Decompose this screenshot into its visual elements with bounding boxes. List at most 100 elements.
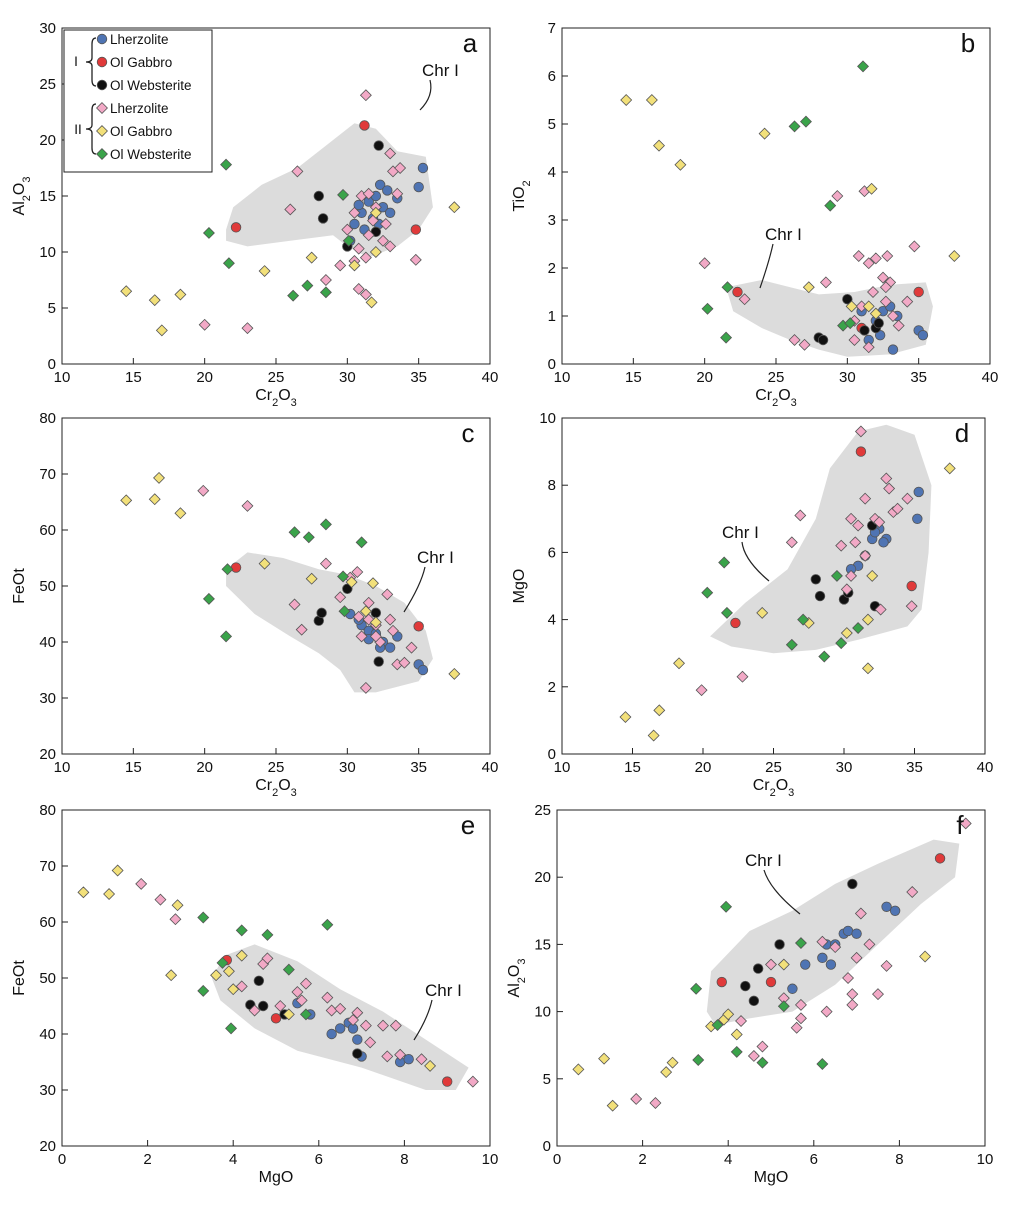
data-point: [348, 259, 361, 272]
y-tick-label: 70: [39, 858, 56, 875]
data-point: [862, 341, 875, 354]
data-point: [756, 606, 769, 619]
data-point: [359, 288, 372, 301]
data-point: [448, 201, 461, 214]
data-point: [794, 998, 807, 1011]
x-tick-label: 30: [839, 369, 856, 386]
panel-c: 10 15 20 25 30 35 40 20 30 40 50 60 70 80 Cr2O3 FeOt Chr…: [11, 410, 498, 799]
data-point: [797, 613, 810, 626]
data-point: [859, 492, 872, 505]
data-point: [321, 991, 334, 1004]
data-point: [415, 1053, 428, 1066]
data-point: [165, 969, 178, 982]
panel-b: 10 15 20 25 30 35 40 0 1 2 3 4 5 6 7 Cr2O3 TiO2 Chr I b: [511, 20, 998, 409]
x-tick-label: 25: [768, 369, 785, 386]
data-point: [850, 951, 863, 964]
data-point: [379, 218, 392, 230]
data-point: [859, 549, 872, 562]
data-point: [891, 502, 904, 515]
data-point: [235, 949, 248, 962]
data-point: [851, 928, 862, 939]
data-point: [835, 539, 848, 552]
x-tick-label: 35: [910, 369, 927, 386]
data-point: [202, 592, 215, 605]
data-point: [722, 1008, 735, 1021]
data-point: [359, 1019, 372, 1032]
data-point: [817, 334, 829, 346]
data-point: [389, 1019, 402, 1032]
data-point: [221, 563, 234, 576]
data-point: [647, 729, 660, 742]
data-point: [649, 1097, 662, 1109]
data-point: [299, 1008, 312, 1021]
data-point: [222, 965, 235, 978]
y-tick-label: 0: [543, 1138, 551, 1155]
x-tick-label: 40: [482, 369, 499, 386]
data-point: [398, 656, 411, 669]
axis-label: TiO2: [511, 180, 533, 211]
data-point: [756, 1056, 769, 1069]
x-tick-label: 6: [810, 1151, 818, 1168]
x-tick-label: 8: [400, 1151, 408, 1168]
chr-i-field: [710, 424, 932, 654]
data-point: [892, 319, 905, 332]
data-point: [351, 566, 364, 578]
x-tick-label: 40: [977, 759, 994, 776]
panel-letter: e: [461, 810, 475, 840]
data-point: [785, 638, 798, 651]
panel-letter: f: [956, 810, 964, 840]
data-point: [785, 536, 798, 549]
data-point: [829, 941, 842, 954]
data-point: [120, 494, 133, 507]
y-tick-label: 30: [39, 1082, 56, 1099]
data-point: [774, 939, 785, 950]
data-point: [413, 181, 424, 193]
data-point: [730, 1028, 743, 1041]
x-tick-label: 25: [268, 759, 285, 776]
x-tick-label: 30: [836, 759, 853, 776]
data-point: [835, 637, 848, 650]
data-point: [948, 250, 961, 262]
data-point: [413, 621, 424, 632]
data-point: [394, 162, 407, 174]
data-point: [316, 607, 327, 619]
chr-i-label: Chr I: [422, 61, 459, 80]
data-point: [359, 120, 370, 131]
data-point: [877, 271, 889, 284]
data-point: [788, 120, 801, 133]
data-point: [845, 569, 858, 582]
data-point: [291, 165, 304, 178]
y-tick-label: 60: [39, 914, 56, 931]
legend-box: [63, 29, 213, 173]
data-point: [716, 976, 727, 988]
data-point: [319, 286, 332, 299]
chr-i-pointer: [759, 243, 774, 289]
data-point: [352, 610, 365, 623]
data-point: [720, 331, 733, 344]
data-point: [959, 817, 972, 830]
data-point: [338, 605, 351, 618]
data-point: [365, 296, 378, 309]
data-point: [840, 627, 853, 640]
y-tick-label: 10: [539, 410, 556, 427]
data-point: [466, 1075, 479, 1088]
data-point: [901, 492, 914, 505]
x-tick-label: 15: [624, 759, 641, 776]
data-point: [258, 265, 271, 278]
axis-label: Al2O3: [11, 177, 33, 216]
panel-letter: b: [961, 28, 975, 58]
data-point: [674, 158, 687, 171]
data-point: [917, 330, 929, 341]
data-point: [692, 1054, 705, 1066]
data-point: [321, 918, 334, 931]
data-point: [198, 318, 211, 331]
legend-label: Lherzolite: [110, 101, 169, 116]
data-point: [862, 300, 875, 313]
data-point: [912, 513, 923, 525]
data-point: [874, 603, 887, 616]
data-point: [337, 188, 350, 201]
data-point: [369, 616, 382, 629]
data-point: [305, 572, 318, 585]
data-point: [777, 1000, 790, 1013]
data-point: [794, 509, 807, 522]
